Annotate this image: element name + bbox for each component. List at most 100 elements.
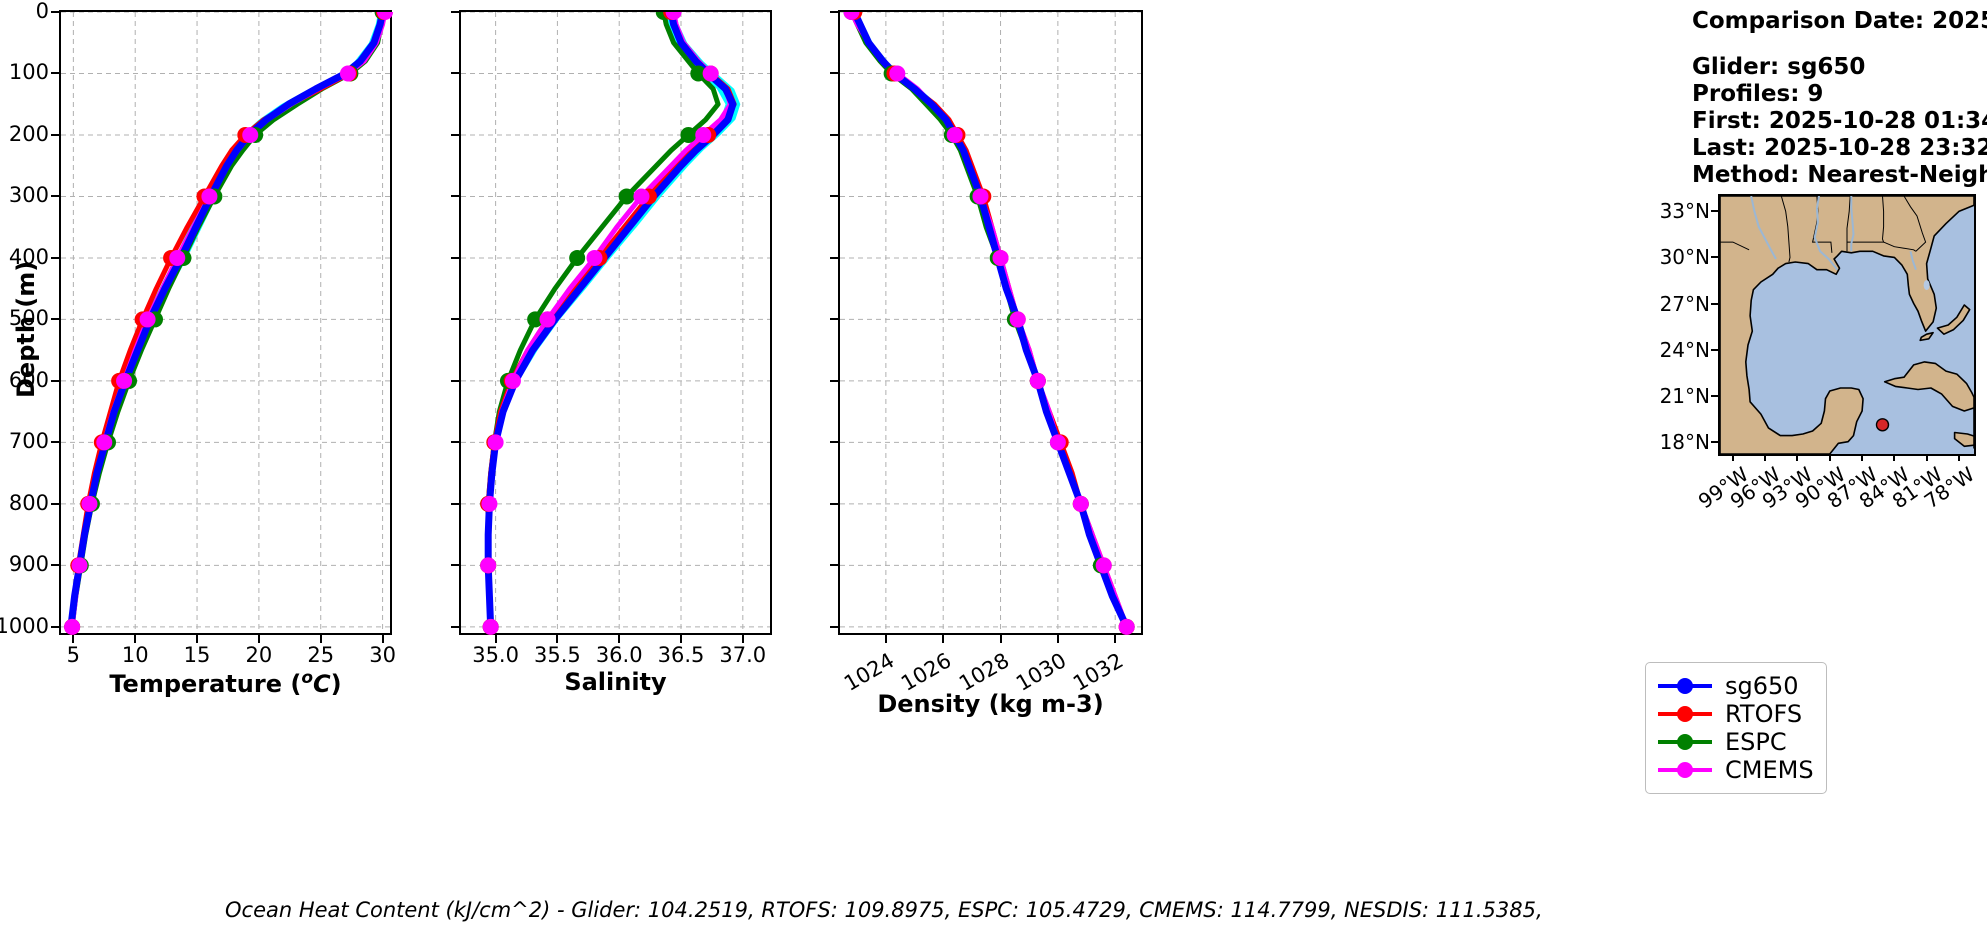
x-tickmark [72, 635, 75, 643]
ocean-heat-content-caption: Ocean Heat Content (kJ/cm^2) - Glider: 1… [225, 898, 1543, 922]
depth-tickmark [830, 11, 838, 13]
depth-tickmark [51, 379, 59, 382]
x-tick-37: 37.0 [719, 643, 767, 667]
map-lat-tickmark [1711, 348, 1718, 351]
map-lat-tick-18N: 18°N [1659, 429, 1710, 454]
x-tick-20: 20 [245, 643, 273, 667]
depth-tickmark [51, 11, 59, 13]
depth-tickmark [830, 133, 838, 136]
legend-item-sg650[interactable]: sg650 [1658, 672, 1810, 700]
depth-tickmark [51, 133, 59, 136]
depth-tickmark [830, 195, 838, 198]
depth-tick-0: 0 [35, 0, 49, 23]
x-tickmark [381, 635, 384, 643]
map-lat-tickmark [1711, 440, 1718, 443]
series-legend: sg650 RTOFS ESPC CMEMS [1645, 662, 1827, 794]
x-tickmark [257, 635, 260, 643]
depth-tickmark [51, 625, 59, 628]
last-profile-time-text: Last: 2025-10-28 23:32:43 [1692, 135, 1987, 161]
x-tickmark [134, 635, 137, 643]
glider-location-map [1718, 194, 1976, 456]
map-lat-tick-27N: 27°N [1659, 291, 1710, 316]
x-tickmark [1114, 635, 1117, 643]
depth-tick-200: 200 [8, 121, 49, 146]
legend-label: CMEMS [1725, 756, 1814, 784]
depth-tickmark [451, 564, 459, 567]
x-tickmark [1056, 635, 1059, 643]
profiles-count-text: Profiles: 9 [1692, 81, 1824, 107]
temperature-axis-label: Temperature (oC) [109, 668, 342, 698]
x-tickmark [999, 635, 1002, 643]
depth-tickmark [451, 256, 459, 259]
legend-label: sg650 [1725, 672, 1799, 700]
legend-label: ESPC [1725, 728, 1787, 756]
legend-line-swatch [1658, 678, 1712, 694]
x-tickmark [319, 635, 322, 643]
x-tick-30: 30 [369, 643, 396, 667]
depth-tick-400: 400 [8, 244, 49, 269]
first-profile-time-text: First: 2025-10-28 01:34:29 [1692, 108, 1987, 134]
x-tick-1032: 1032 [1069, 648, 1128, 696]
depth-tickmark [830, 72, 838, 75]
depth-tickmark [451, 502, 459, 505]
depth-tick-900: 900 [8, 552, 49, 577]
x-tick-5: 5 [66, 643, 81, 667]
legend-line-swatch [1658, 706, 1712, 722]
depth-tickmark [51, 441, 59, 444]
density-axis-label: Density (kg m-3) [877, 690, 1104, 718]
map-lat-tick-33N: 33°N [1659, 199, 1710, 224]
x-tickmark [196, 635, 199, 643]
depth-tickmark [830, 564, 838, 567]
map-lon-tickmark [1828, 454, 1831, 461]
depth-tickmark [451, 318, 459, 321]
x-tickmark [942, 635, 945, 643]
depth-tick-600: 600 [8, 367, 49, 392]
depth-tickmark [830, 379, 838, 382]
map-lon-tickmark [1861, 454, 1864, 461]
x-tick-1024: 1024 [839, 648, 899, 696]
depth-tickmark [51, 318, 59, 321]
map-lat-tick-21N: 21°N [1659, 383, 1710, 408]
salinity-axis-label: Salinity [564, 668, 667, 696]
map-lat-tick-30N: 30°N [1659, 245, 1710, 270]
map-lat-tickmark [1711, 394, 1718, 397]
depth-tickmark [830, 502, 838, 505]
comparison-date-text: Comparison Date: 2025-10-28 [1692, 8, 1987, 34]
depth-tickmark [830, 318, 838, 321]
salinity-plot-area [459, 10, 772, 635]
depth-tickmark [51, 72, 59, 75]
map-graphic [1720, 196, 1974, 454]
depth-tickmark [51, 256, 59, 259]
legend-item-cmems[interactable]: CMEMS [1658, 756, 1814, 784]
map-lon-tickmark [1796, 454, 1799, 461]
map-lon-tickmark [1731, 454, 1734, 461]
x-tickmark [741, 635, 744, 643]
depth-tick-1000: 1000 [0, 613, 49, 638]
x-tickmark [618, 635, 621, 643]
depth-tickmark [451, 195, 459, 198]
depth-tickmark [451, 625, 459, 628]
x-tick-36: 36.0 [595, 643, 643, 667]
map-lat-tickmark [1711, 302, 1718, 305]
legend-line-swatch [1658, 734, 1712, 750]
depth-tick-100: 100 [8, 60, 49, 85]
x-tick-35-5: 35.5 [534, 643, 581, 667]
depth-axis-label: Depth (m) [12, 260, 40, 398]
depth-tick-500: 500 [8, 306, 49, 331]
x-tick-35: 35.0 [472, 643, 519, 667]
legend-item-espc[interactable]: ESPC [1658, 728, 1810, 756]
depth-tick-700: 700 [8, 429, 49, 454]
x-tickmark [680, 635, 682, 643]
legend-marker-dot [1677, 678, 1693, 694]
map-lon-tickmark [1893, 454, 1896, 461]
depth-tick-300: 300 [8, 183, 49, 208]
legend-line-swatch [1658, 762, 1712, 778]
x-tick-15: 15 [183, 643, 211, 667]
depth-tickmark [830, 256, 838, 259]
depth-tickmark [51, 502, 59, 505]
map-lon-tickmark [1957, 454, 1960, 461]
depth-tickmark [451, 379, 459, 382]
x-tick-36-5: 36.5 [657, 643, 705, 667]
legend-item-rtofs[interactable]: RTOFS [1658, 700, 1810, 728]
